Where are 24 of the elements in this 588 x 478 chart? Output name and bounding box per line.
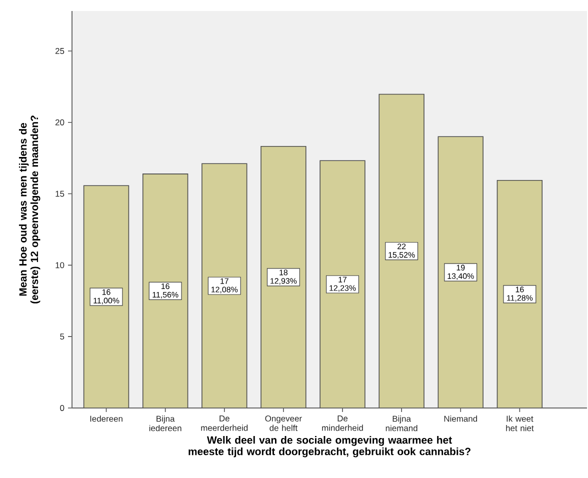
y-tick-label: 25 <box>55 48 64 54</box>
x-tick-label: De minderheid <box>322 416 363 431</box>
bar <box>379 94 424 408</box>
x-tick-label: Bijna iedereen <box>149 416 182 432</box>
x-tick-label: Bijna niemand <box>386 416 418 432</box>
y-tick-label: 20 <box>55 119 64 126</box>
x-tick-label: Ik weet het niet <box>506 416 534 432</box>
x-tick-label: Iedereen <box>90 416 122 422</box>
bar <box>84 186 129 408</box>
x-tick-label: Niemand <box>444 416 478 422</box>
bar <box>202 164 247 408</box>
x-tick-label: De meerderheid <box>201 416 248 431</box>
bar <box>142 174 188 408</box>
y-tick-label: 10 <box>56 262 64 268</box>
y-axis-title: Mean Hoe oud was men tijdens de (eerste) 12 opeenvolgende maanden? <box>18 116 40 304</box>
bar <box>261 146 306 408</box>
bar <box>320 160 365 408</box>
y-tick-label: 15 <box>56 190 64 197</box>
y-tick-label: 5 <box>60 334 64 340</box>
bar <box>438 136 484 408</box>
x-axis-title: Welk deel van de sociale omgeving waarmee het meeste tijd wordt doorgebracht, gebruikt ook cannabis? <box>188 436 470 458</box>
bar <box>496 180 543 408</box>
y-tick-label: 0 <box>60 404 64 411</box>
x-tick-label: Ongeveer de helft <box>265 416 302 431</box>
